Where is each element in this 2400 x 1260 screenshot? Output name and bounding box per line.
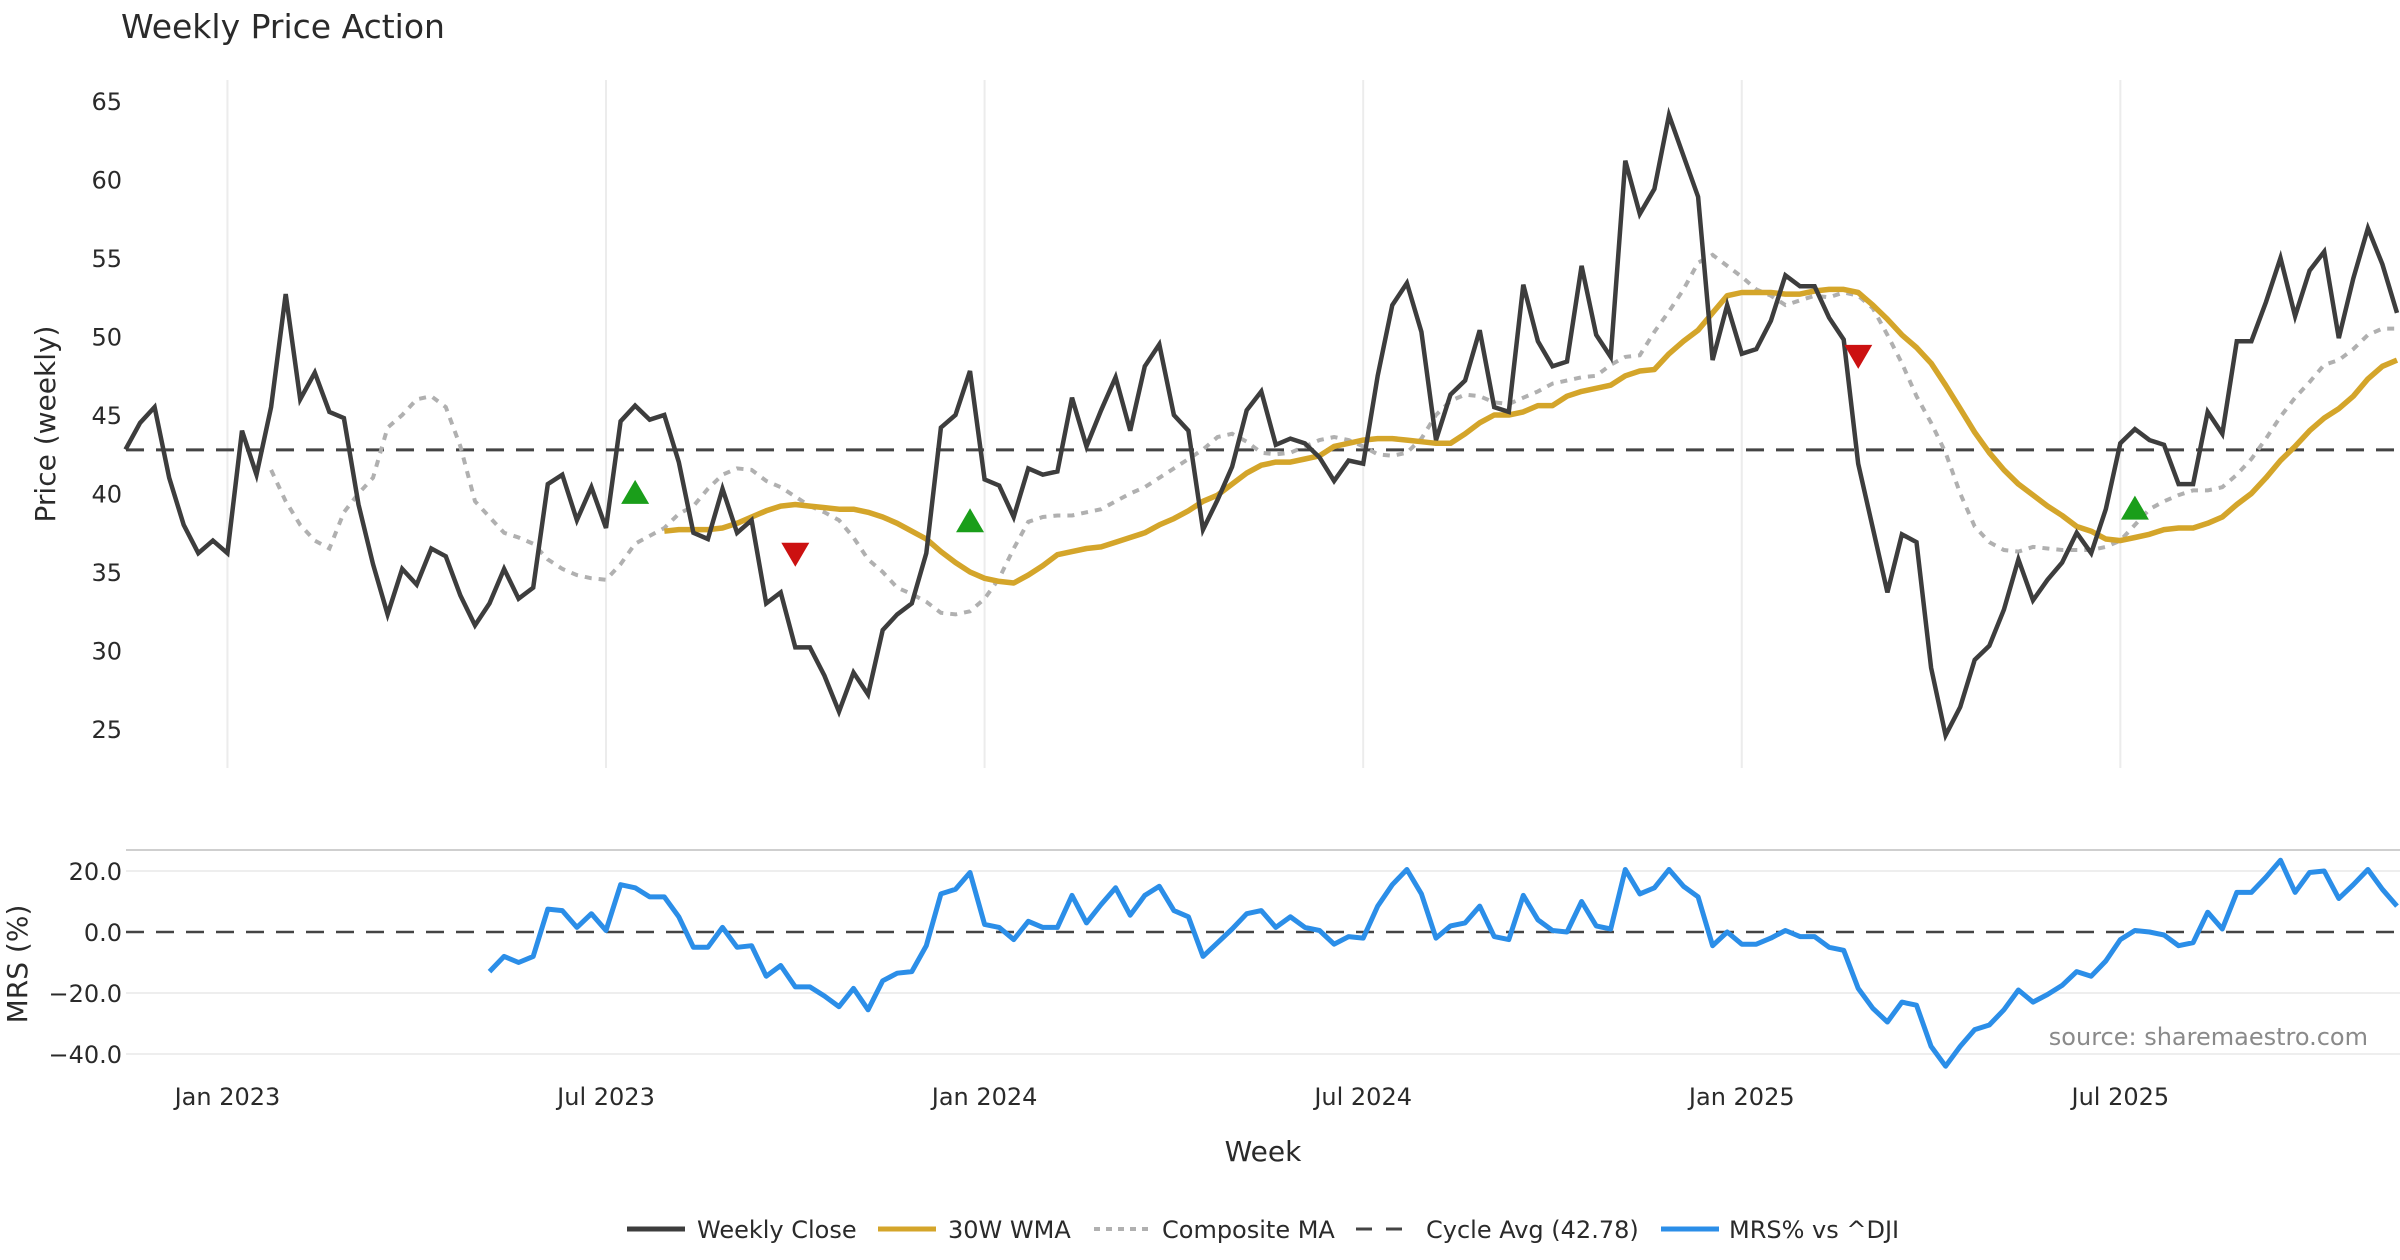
mrs-y-tick-label: 0.0 bbox=[84, 919, 122, 947]
legend-item-cycle-avg: Cycle Avg (42.78) bbox=[1356, 1216, 1639, 1244]
legend-label-composite-ma: Composite MA bbox=[1162, 1216, 1335, 1244]
legend: Weekly Close 30W WMA Composite MA Cycle … bbox=[627, 1216, 1899, 1244]
sell-signal-marker bbox=[1844, 344, 1873, 369]
legend-label-wma: 30W WMA bbox=[948, 1216, 1071, 1244]
x-tick-label: Jan 2024 bbox=[930, 1083, 1038, 1111]
legend-item-composite-ma: Composite MA bbox=[1094, 1216, 1335, 1244]
mrs-y-ticks: 20.0 0.0 −20.0 −40.0 bbox=[48, 858, 122, 1069]
x-axis-label: Week bbox=[1225, 1135, 1302, 1168]
legend-item-mrs: MRS% vs ^DJI bbox=[1661, 1216, 1899, 1244]
price-y-tick-label: 35 bbox=[91, 559, 122, 587]
x-tick-label: Jul 2023 bbox=[555, 1083, 655, 1111]
x-tick-label: Jan 2023 bbox=[173, 1083, 281, 1111]
mrs-y-tick-label: 20.0 bbox=[69, 858, 122, 886]
legend-label-weekly-close: Weekly Close bbox=[697, 1216, 857, 1244]
buy-signal-marker bbox=[956, 508, 985, 533]
legend-label-mrs: MRS% vs ^DJI bbox=[1729, 1216, 1899, 1244]
legend-label-cycle-avg: Cycle Avg (42.78) bbox=[1426, 1216, 1639, 1244]
mrs-line bbox=[487, 857, 2399, 1069]
price-y-tick-label: 45 bbox=[91, 402, 122, 430]
buy-signal-marker bbox=[621, 479, 650, 504]
price-y-ticks: 25 30 35 40 45 50 55 60 65 bbox=[91, 88, 122, 744]
x-tick-label: Jan 2025 bbox=[1687, 1083, 1795, 1111]
price-y-tick-label: 25 bbox=[91, 716, 122, 744]
x-ticks: Jan 2023 Jul 2023 Jan 2024 Jul 2024 Jan 2025… bbox=[173, 1083, 2170, 1111]
price-y-tick-label: 60 bbox=[91, 167, 122, 195]
price-y-tick-label: 55 bbox=[91, 245, 122, 273]
sell-signal-marker bbox=[781, 542, 810, 567]
price-y-tick-label: 65 bbox=[91, 88, 122, 116]
buy-signal-marker bbox=[2120, 495, 2149, 520]
source-label: source: sharemaestro.com bbox=[2049, 1023, 2368, 1051]
wma-30w-line bbox=[663, 286, 2399, 586]
signal-markers bbox=[621, 344, 2149, 567]
price-y-tick-label: 40 bbox=[91, 481, 122, 509]
price-y-tick-label: 50 bbox=[91, 324, 122, 352]
price-grid bbox=[226, 80, 2122, 768]
price-y-tick-label: 30 bbox=[91, 638, 122, 666]
x-tick-label: Jul 2024 bbox=[1312, 1083, 1412, 1111]
price-y-axis-label: Price (weekly) bbox=[29, 326, 62, 523]
mrs-y-tick-label: −20.0 bbox=[48, 980, 122, 1008]
mrs-y-tick-label: −40.0 bbox=[48, 1041, 122, 1069]
weekly-close-line bbox=[123, 106, 2400, 742]
composite-ma-line bbox=[269, 252, 2397, 617]
chart-title: Weekly Price Action bbox=[121, 7, 445, 46]
legend-item-weekly-close: Weekly Close bbox=[627, 1216, 857, 1244]
mrs-y-axis-label: MRS (%) bbox=[1, 905, 34, 1024]
x-tick-label: Jul 2025 bbox=[2070, 1083, 2170, 1111]
legend-item-wma: 30W WMA bbox=[878, 1216, 1071, 1244]
